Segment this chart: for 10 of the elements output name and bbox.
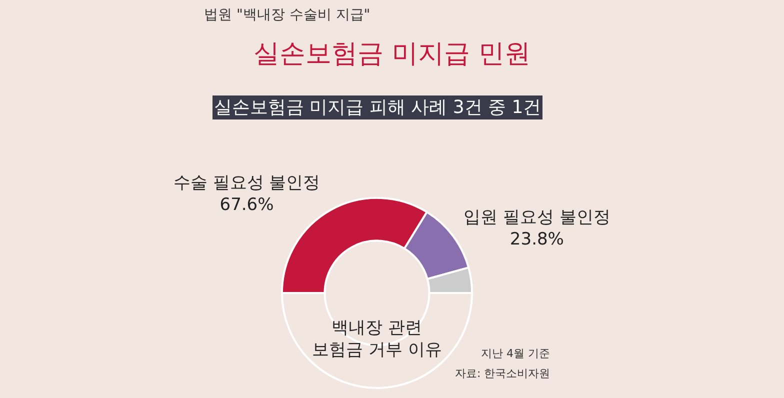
text: 법원 "백내장 수술비 지급" xyxy=(204,7,370,23)
data-label: 23.8% xyxy=(510,229,564,250)
chart-title: 실손보험금 미지급 민원 xyxy=(254,38,530,69)
slice-label: 입원 필요성 불인정 xyxy=(464,207,610,228)
text: 지난 4월 기준 xyxy=(481,347,550,360)
text: 백내장 관련 보험금 거부 이유 xyxy=(312,318,442,360)
chart-subtitle: 실손보험금 미지급 피해 사례 3건 중 1건 xyxy=(214,97,542,118)
slice-label: 수술 필요성 불인정 xyxy=(173,172,320,193)
data-label: 67.6% xyxy=(220,194,274,215)
text: 자료: 한국소비자원 xyxy=(455,367,550,380)
